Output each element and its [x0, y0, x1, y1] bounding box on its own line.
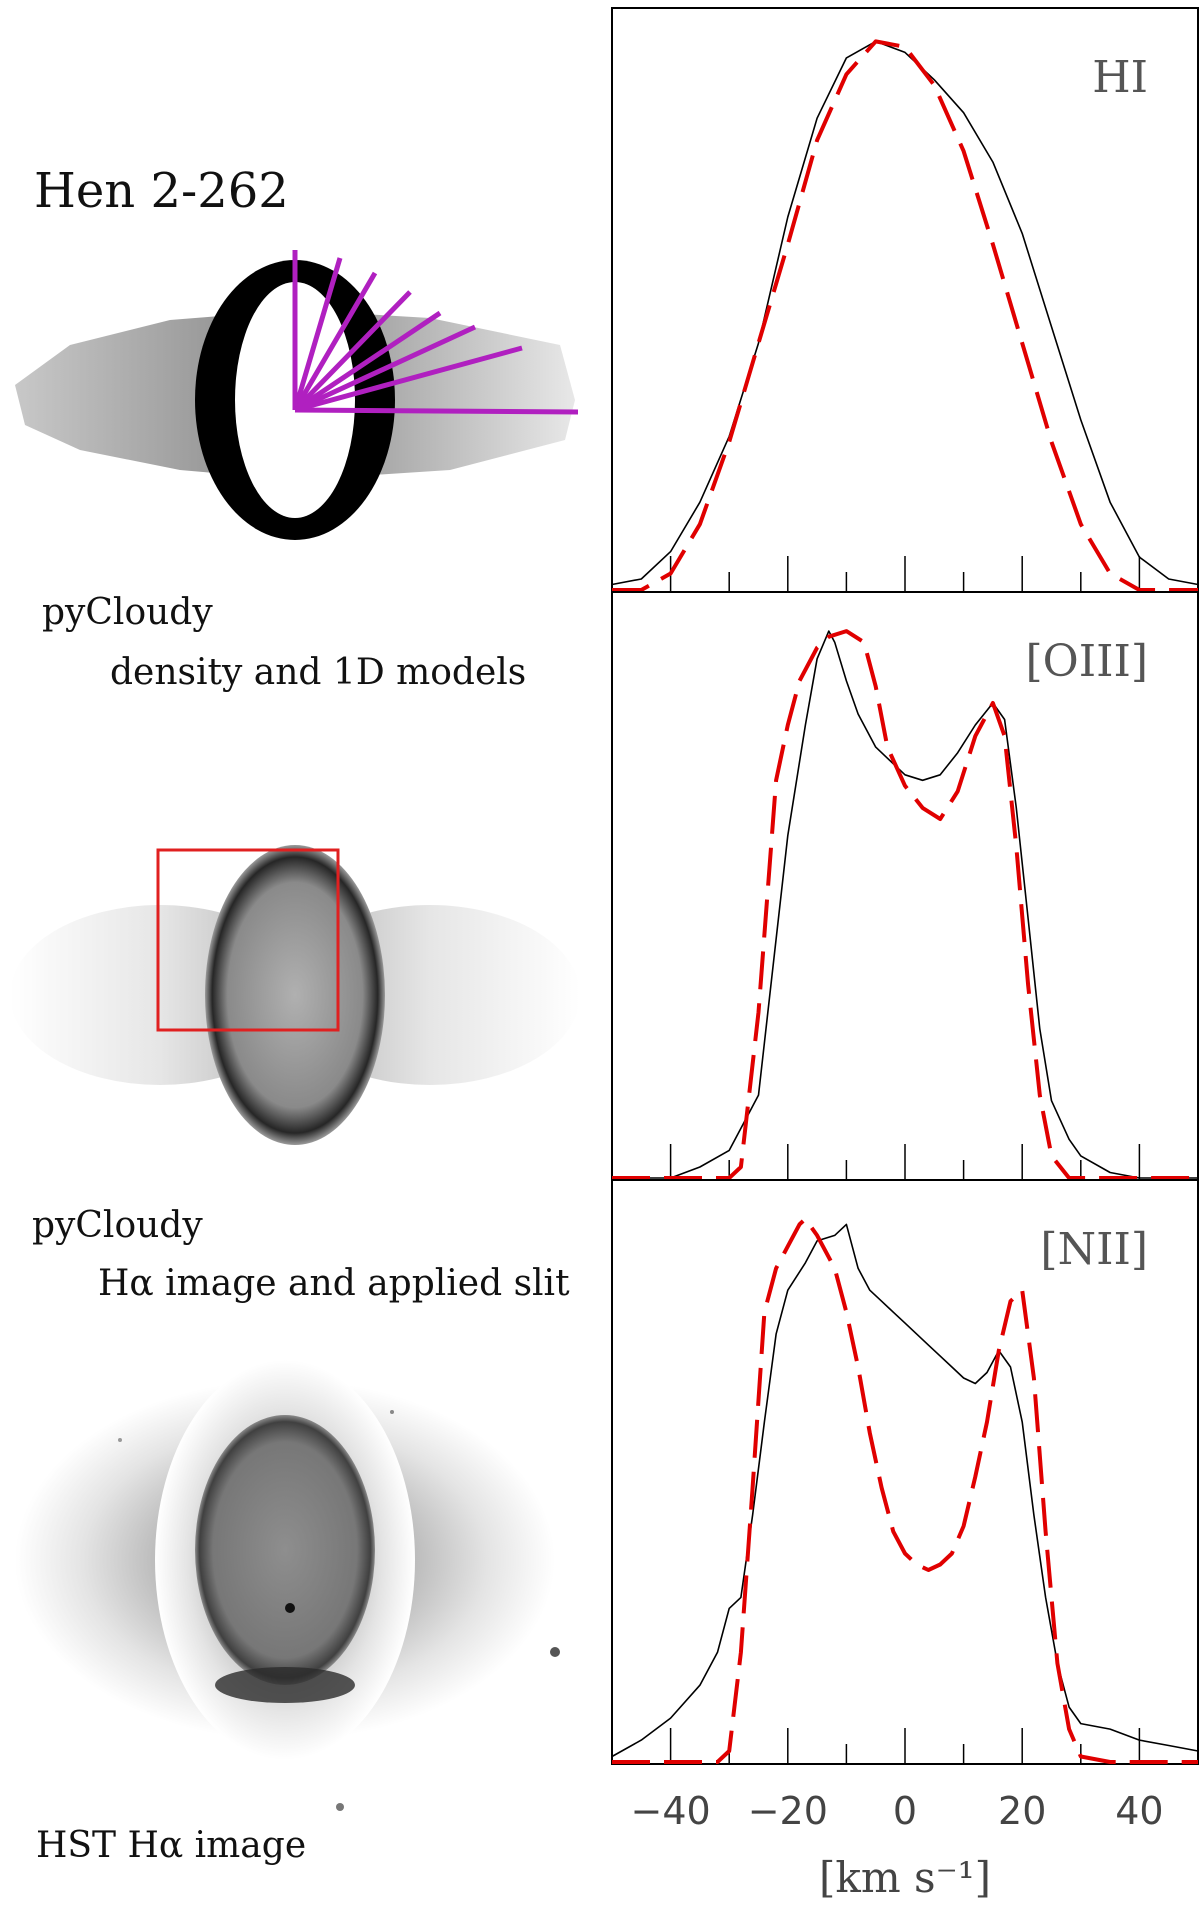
- model-profile-line: [612, 1216, 1198, 1764]
- observed-profile-line: [612, 630, 1198, 1179]
- x-tick-label: 0: [893, 1789, 917, 1833]
- model-rays: [292, 250, 579, 415]
- observed-profile-line: [611, 40, 1199, 586]
- x-tick-label: 40: [1115, 1789, 1163, 1833]
- panel-line-label: [NII]: [1040, 1224, 1148, 1275]
- model-profile-line: [612, 629, 1198, 1180]
- x-axis-title: [km s⁻¹]: [819, 1853, 991, 1902]
- left-image-panels: [10, 250, 580, 1811]
- density-caption-line2: density and 1D models: [110, 652, 527, 693]
- spectrum-panel: [OIII]: [611, 591, 1199, 1181]
- halpha-caption-line1: pyCloudy: [32, 1205, 203, 1246]
- x-tick-label: −40: [630, 1789, 710, 1833]
- halpha-caption-line2: Hα image and applied slit: [98, 1263, 570, 1304]
- spectrum-panel: HI: [611, 7, 1199, 593]
- model-profile-line: [612, 39, 1198, 592]
- x-tick-label: 20: [998, 1789, 1046, 1833]
- applied-slit: [156, 848, 340, 1032]
- object-title: Hen 2-262: [34, 163, 289, 219]
- density-model-image: [15, 250, 579, 540]
- x-tick-label: −20: [748, 1789, 828, 1833]
- spectrum-panel: [NII]: [611, 1179, 1199, 1765]
- halpha-model-image: [10, 845, 580, 1145]
- hst-halpha-image: [15, 1360, 560, 1811]
- panel-line-label: [OIII]: [1025, 636, 1148, 687]
- density-caption-line1: pyCloudy: [42, 592, 213, 633]
- hst-caption: HST Hα image: [36, 1825, 307, 1866]
- observed-profile-line: [611, 1223, 1199, 1758]
- panel-line-label: HI: [1092, 52, 1148, 103]
